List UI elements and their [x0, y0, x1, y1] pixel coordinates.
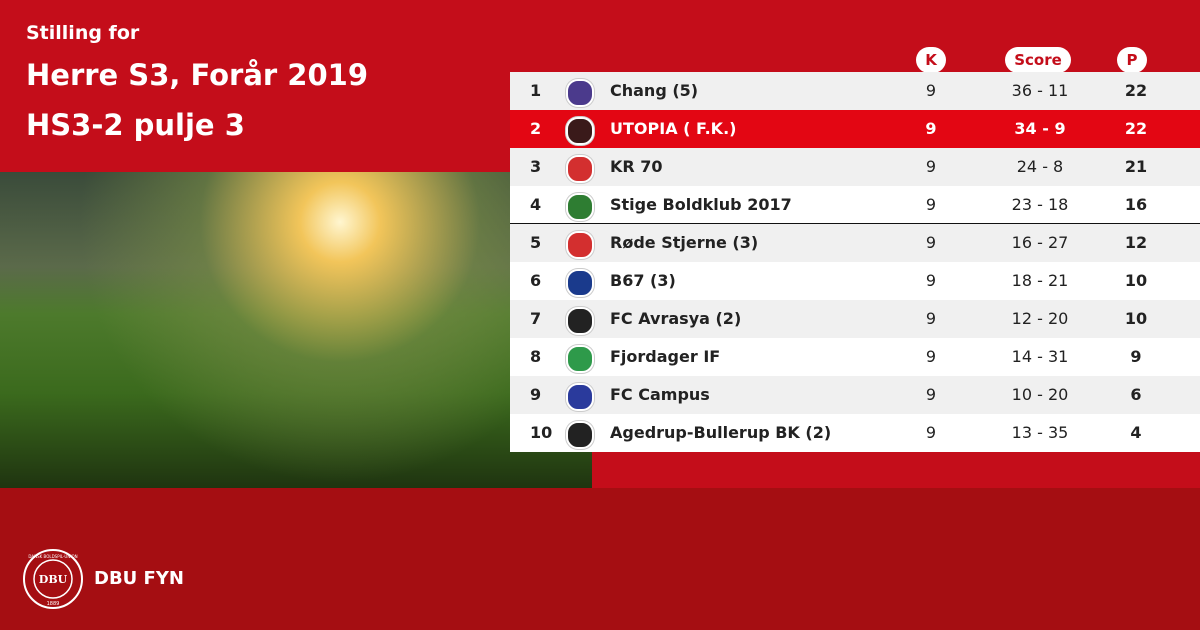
table-row: 7 FC Avrasya (2) 9 12 - 20 10 [510, 300, 1200, 338]
points: 10 [1124, 271, 1148, 290]
table-row: 4 Stige Boldklub 2017 9 23 - 18 16 [510, 186, 1200, 224]
team-name: Agedrup-Bullerup BK (2) [610, 423, 832, 442]
rank: 8 [530, 347, 542, 366]
played: 9 [925, 233, 937, 252]
team-badge [566, 79, 594, 107]
score: 14 - 31 [1011, 347, 1069, 366]
kicker: Stilling for [26, 22, 140, 44]
table-row: 1 Chang (5) 9 36 - 11 22 [510, 72, 1200, 110]
score: 10 - 20 [1011, 385, 1069, 404]
team-name: Fjordager IF [610, 347, 721, 366]
points: 22 [1124, 81, 1148, 100]
table-row: 6 B67 (3) 9 18 - 21 10 [510, 262, 1200, 300]
points: 6 [1130, 385, 1142, 404]
points: 10 [1124, 309, 1148, 328]
team-name: UTOPIA ( F.K.) [610, 119, 737, 138]
rank: 7 [530, 309, 542, 328]
footer-band [0, 488, 1200, 630]
logo: DBU DANSK BOLDSPIL-UNION 1889 [23, 549, 83, 609]
points: 21 [1124, 157, 1148, 176]
table-row: 3 KR 70 9 24 - 8 21 [510, 148, 1200, 186]
rank: 1 [530, 81, 542, 100]
team-badge [566, 383, 594, 411]
rank: 4 [530, 195, 542, 214]
team-name: KR 70 [610, 157, 663, 176]
rank: 6 [530, 271, 542, 290]
table-row: 5 Røde Stjerne (3) 9 16 - 27 12 [510, 224, 1200, 262]
played: 9 [925, 347, 937, 366]
score: 23 - 18 [1011, 195, 1069, 214]
team-name: Chang (5) [610, 81, 699, 100]
team-badge [566, 421, 594, 449]
played: 9 [925, 309, 937, 328]
points: 12 [1124, 233, 1148, 252]
score: 16 - 27 [1011, 233, 1069, 252]
rank: 9 [530, 385, 542, 404]
column-header: Score [1005, 47, 1071, 73]
points: 4 [1130, 423, 1142, 442]
played: 9 [925, 271, 937, 290]
team-name: Stige Boldklub 2017 [610, 195, 792, 214]
brand: DBU FYN [94, 568, 184, 589]
played: 9 [925, 385, 937, 404]
team-badge [566, 117, 594, 145]
column-header: P [1117, 47, 1147, 73]
score: 18 - 21 [1011, 271, 1069, 290]
team-name: FC Campus [610, 385, 710, 404]
team-badge [566, 345, 594, 373]
team-name: FC Avrasya (2) [610, 309, 742, 328]
team-name: Røde Stjerne (3) [610, 233, 759, 252]
team-badge [566, 231, 594, 259]
column-header: K [916, 47, 946, 73]
title: Herre S3, Forår 2019 [26, 58, 369, 92]
score: 24 - 8 [1016, 157, 1064, 176]
team-badge [566, 269, 594, 297]
photo [0, 172, 592, 488]
team-name: B67 (3) [610, 271, 676, 290]
points: 9 [1130, 347, 1142, 366]
logo-year: 1889 [47, 601, 60, 607]
logo-ring: DANSK BOLDSPIL-UNION [28, 554, 77, 559]
table-row: 9 FC Campus 9 10 - 20 6 [510, 376, 1200, 414]
played: 9 [925, 157, 937, 176]
score: 34 - 9 [1014, 119, 1066, 138]
team-badge [566, 193, 594, 221]
title: HS3-2 pulje 3 [26, 108, 245, 142]
rank: 5 [530, 233, 542, 252]
score: 13 - 35 [1011, 423, 1069, 442]
played: 9 [925, 195, 937, 214]
rank: 3 [530, 157, 542, 176]
score: 36 - 11 [1011, 81, 1069, 100]
score: 12 - 20 [1011, 309, 1069, 328]
table-row: 2 UTOPIA ( F.K.) 9 34 - 9 22 [510, 110, 1200, 148]
rank: 10 [530, 423, 553, 442]
logo-text: DBU [39, 573, 68, 586]
team-badge [566, 307, 594, 335]
points: 16 [1124, 195, 1148, 214]
table-row: 8 Fjordager IF 9 14 - 31 9 [510, 338, 1200, 376]
team-badge [566, 155, 594, 183]
table-row: 10 Agedrup-Bullerup BK (2) 9 13 - 35 4 [510, 414, 1200, 452]
rank: 2 [530, 119, 542, 138]
played: 9 [925, 81, 937, 100]
played: 9 [925, 119, 937, 138]
points: 22 [1124, 119, 1148, 138]
played: 9 [925, 423, 937, 442]
